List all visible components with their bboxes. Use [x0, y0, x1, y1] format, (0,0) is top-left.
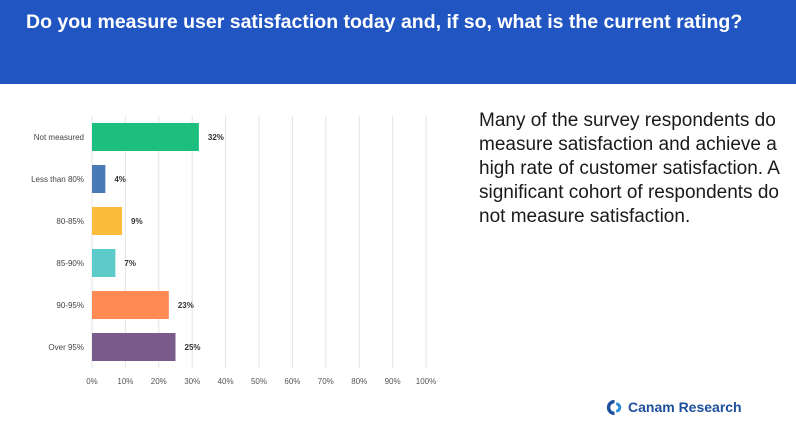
category-label: Over 95% [48, 343, 84, 352]
x-tick-label: 70% [318, 377, 334, 386]
bar [92, 333, 176, 361]
bar [92, 207, 123, 235]
x-tick-label: 30% [184, 377, 200, 386]
x-tick-label: 10% [117, 377, 133, 386]
category-label: Less than 80% [31, 175, 84, 184]
data-label: 23% [178, 301, 194, 310]
category-label: 85-90% [56, 259, 84, 268]
category-label: 80-85% [56, 217, 84, 226]
x-tick-label: 50% [251, 377, 267, 386]
page-title: Do you measure user satisfaction today a… [26, 11, 743, 33]
header-banner: Do you measure user satisfaction today a… [0, 0, 796, 84]
x-tick-label: 40% [218, 377, 234, 386]
bar [92, 165, 106, 193]
bar-chart: 0% 10% 20% 30% 40% 50% 60% 70% 80% 90% 100% Not mea… [31, 116, 436, 386]
bar [92, 249, 116, 277]
brand-logo: Canam Research [606, 397, 742, 417]
x-tick-label: 90% [385, 377, 401, 386]
x-tick-label: 60% [284, 377, 300, 386]
data-label: 9% [131, 217, 143, 226]
bar [92, 123, 199, 151]
description-text: Many of the survey respondents do measur… [479, 110, 779, 227]
canam-logo-icon [606, 399, 622, 415]
x-tick-label: 20% [151, 377, 167, 386]
x-tick-label: 80% [351, 377, 367, 386]
category-label: Not measured [34, 133, 84, 142]
brand-name: Canam Research [628, 399, 742, 415]
category-label: 90-95% [56, 301, 84, 310]
data-label: 25% [185, 343, 201, 352]
data-label: 7% [124, 259, 136, 268]
x-tick-label: 0% [86, 377, 98, 386]
x-tick-label: 100% [416, 377, 436, 386]
data-label: 4% [114, 175, 126, 184]
bar [92, 291, 169, 319]
data-label: 32% [208, 133, 224, 142]
